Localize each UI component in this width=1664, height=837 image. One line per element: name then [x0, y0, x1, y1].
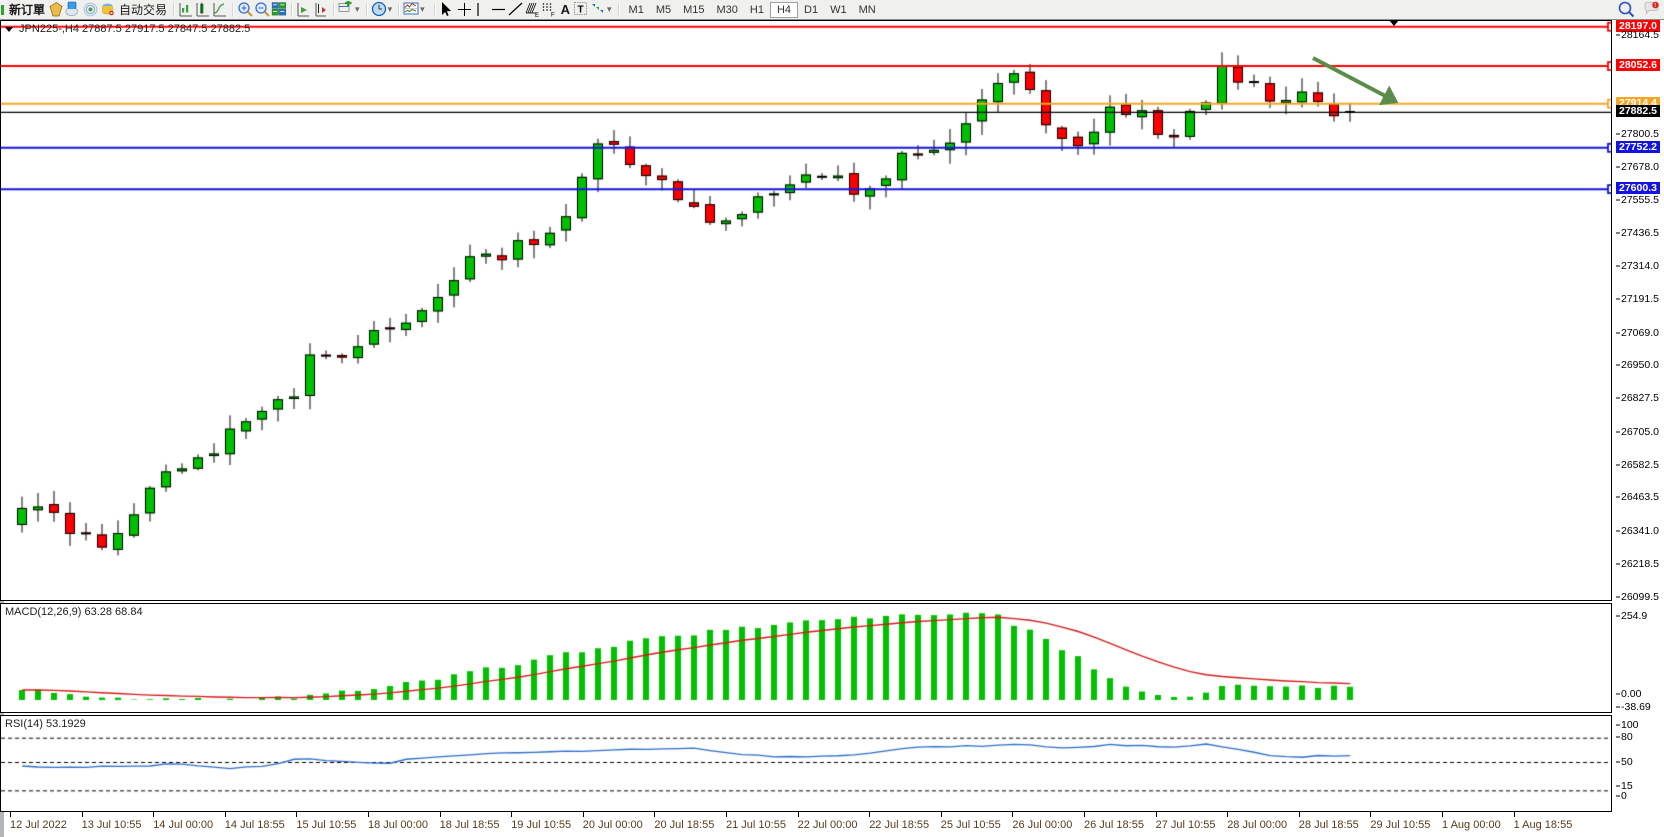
svg-text:E: E	[535, 13, 539, 18]
svg-text:!: !	[1654, 3, 1656, 9]
svg-text:F: F	[551, 13, 555, 19]
svg-text:T: T	[578, 5, 584, 16]
